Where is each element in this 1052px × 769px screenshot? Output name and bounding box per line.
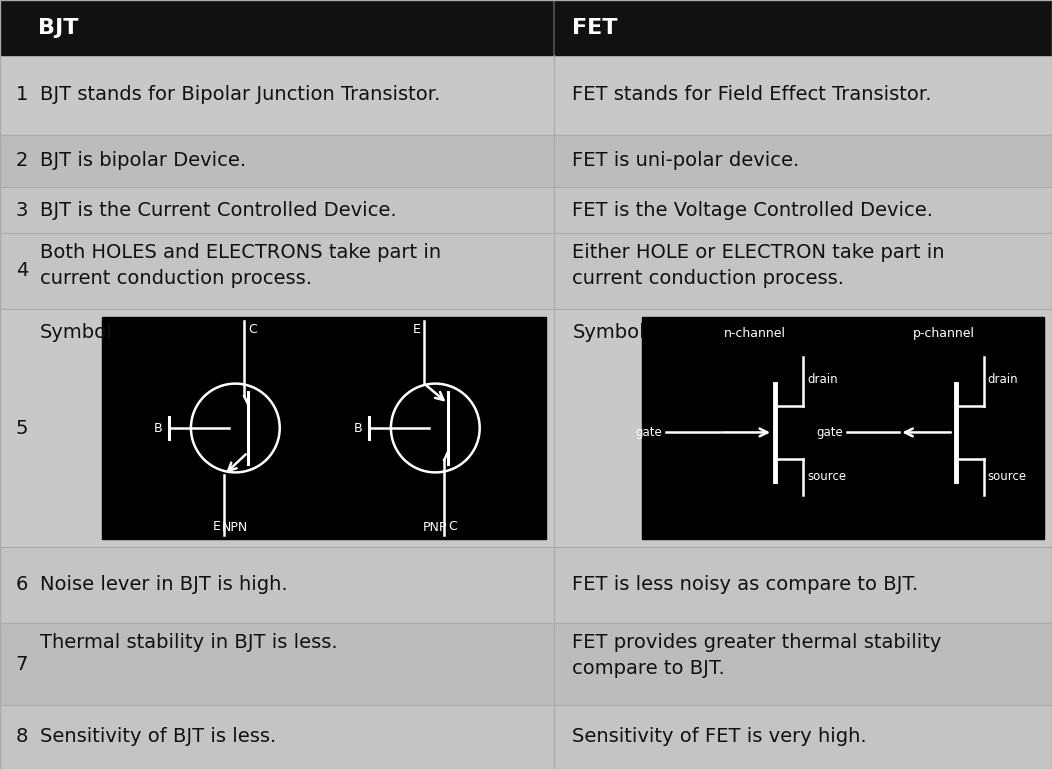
Text: C: C bbox=[448, 520, 457, 533]
Text: drain: drain bbox=[807, 373, 837, 386]
Text: PNP: PNP bbox=[423, 521, 447, 534]
Text: 2: 2 bbox=[16, 151, 28, 171]
Bar bbox=[0, 705, 1052, 769]
Text: FET is less noisy as compare to BJT.: FET is less noisy as compare to BJT. bbox=[572, 575, 918, 594]
Text: 8: 8 bbox=[16, 727, 28, 747]
Bar bbox=[643, 317, 1044, 539]
Text: FET provides greater thermal stability
compare to BJT.: FET provides greater thermal stability c… bbox=[572, 633, 942, 678]
Text: B: B bbox=[154, 421, 163, 434]
Text: FET is the Voltage Controlled Device.: FET is the Voltage Controlled Device. bbox=[572, 201, 933, 219]
Text: FET stands for Field Effect Transistor.: FET stands for Field Effect Transistor. bbox=[572, 85, 932, 105]
Bar bbox=[0, 623, 1052, 705]
Text: gate: gate bbox=[635, 426, 663, 439]
Text: BJT: BJT bbox=[38, 18, 79, 38]
Text: NPN: NPN bbox=[222, 521, 248, 534]
Text: C: C bbox=[248, 323, 257, 336]
Text: BJT stands for Bipolar Junction Transistor.: BJT stands for Bipolar Junction Transist… bbox=[40, 85, 441, 105]
Text: B: B bbox=[355, 421, 363, 434]
Text: E: E bbox=[213, 520, 220, 533]
Text: Sensitivity of FET is very high.: Sensitivity of FET is very high. bbox=[572, 727, 867, 747]
Bar bbox=[0, 233, 1052, 309]
Text: Thermal stability in BJT is less.: Thermal stability in BJT is less. bbox=[40, 633, 338, 652]
Text: BJT is the Current Controlled Device.: BJT is the Current Controlled Device. bbox=[40, 201, 397, 219]
Text: source: source bbox=[807, 471, 846, 484]
Text: Both HOLES and ELECTRONS take part in
current conduction process.: Both HOLES and ELECTRONS take part in cu… bbox=[40, 243, 441, 288]
Bar bbox=[0, 55, 1052, 135]
Text: 5: 5 bbox=[16, 418, 28, 438]
Text: FET: FET bbox=[572, 18, 618, 38]
Text: Symbol: Symbol bbox=[572, 323, 645, 342]
Text: 1: 1 bbox=[16, 85, 28, 105]
Text: FET is uni-polar device.: FET is uni-polar device. bbox=[572, 151, 800, 171]
Text: E: E bbox=[412, 323, 420, 336]
Text: Sensitivity of BJT is less.: Sensitivity of BJT is less. bbox=[40, 727, 277, 747]
Bar bbox=[0, 187, 1052, 233]
Bar bbox=[102, 317, 546, 539]
Text: Either HOLE or ELECTRON take part in
current conduction process.: Either HOLE or ELECTRON take part in cur… bbox=[572, 243, 945, 288]
Text: 3: 3 bbox=[16, 201, 28, 219]
Bar bbox=[0, 135, 1052, 187]
Text: 7: 7 bbox=[16, 654, 28, 674]
Text: 6: 6 bbox=[16, 575, 28, 594]
Bar bbox=[0, 309, 1052, 547]
Bar bbox=[0, 0, 1052, 55]
Text: source: source bbox=[988, 471, 1027, 484]
Bar bbox=[0, 547, 1052, 623]
Text: p-channel: p-channel bbox=[912, 327, 974, 340]
Text: n-channel: n-channel bbox=[724, 327, 786, 340]
Text: Noise lever in BJT is high.: Noise lever in BJT is high. bbox=[40, 575, 287, 594]
Text: 4: 4 bbox=[16, 261, 28, 281]
Text: BJT is bipolar Device.: BJT is bipolar Device. bbox=[40, 151, 246, 171]
Text: gate: gate bbox=[816, 426, 844, 439]
Text: Symbol: Symbol bbox=[40, 323, 113, 342]
Text: drain: drain bbox=[988, 373, 1018, 386]
